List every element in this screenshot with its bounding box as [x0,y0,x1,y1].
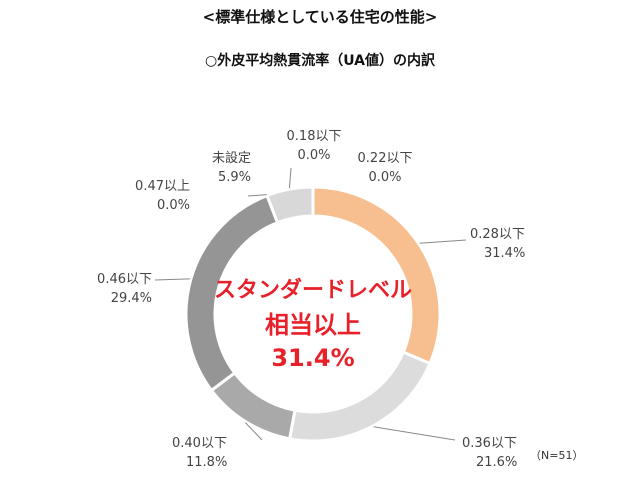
donut-slice [265,185,315,225]
slice-value-label: 0.0% [368,170,401,185]
center-label-level: スタンダードレベル [214,277,412,303]
leader-line [419,239,467,244]
slice-value-label: 29.4% [111,291,152,306]
slice-value-label: 5.9% [218,170,251,185]
leader-line [247,194,267,197]
slice-label: 0.46以下 [97,272,152,287]
slice-label: 0.28以下 [470,227,525,242]
leader-line [245,422,263,441]
chart-subtitle: ○外皮平均熱貫流率（UA値）の内訳 [205,53,435,69]
slice-value-label: 31.4% [484,246,525,261]
chart-title: <標準仕様としている住宅の性能> [202,8,438,26]
slice-value-label: 11.8% [186,455,227,470]
sample-size-note: （N=51） [530,449,584,462]
leader-line [154,278,190,281]
slice-value-label: 0.0% [297,148,330,163]
leader-line [373,426,456,441]
slice-value-label: 21.6% [476,455,517,470]
slice-label: 0.18以下 [287,129,342,144]
leader-line [288,167,292,189]
slice-label: 未設定 [212,150,251,166]
slice-label: 0.22以下 [358,151,413,166]
center-label-or-above: 相当以上 [265,311,361,339]
slice-label: 0.36以下 [462,436,517,451]
center-label-percent: 31.4% [271,344,354,372]
slice-label: 0.47以上 [135,179,190,194]
slice-label: 0.40以下 [172,436,227,451]
slice-value-label: 0.0% [157,198,190,213]
